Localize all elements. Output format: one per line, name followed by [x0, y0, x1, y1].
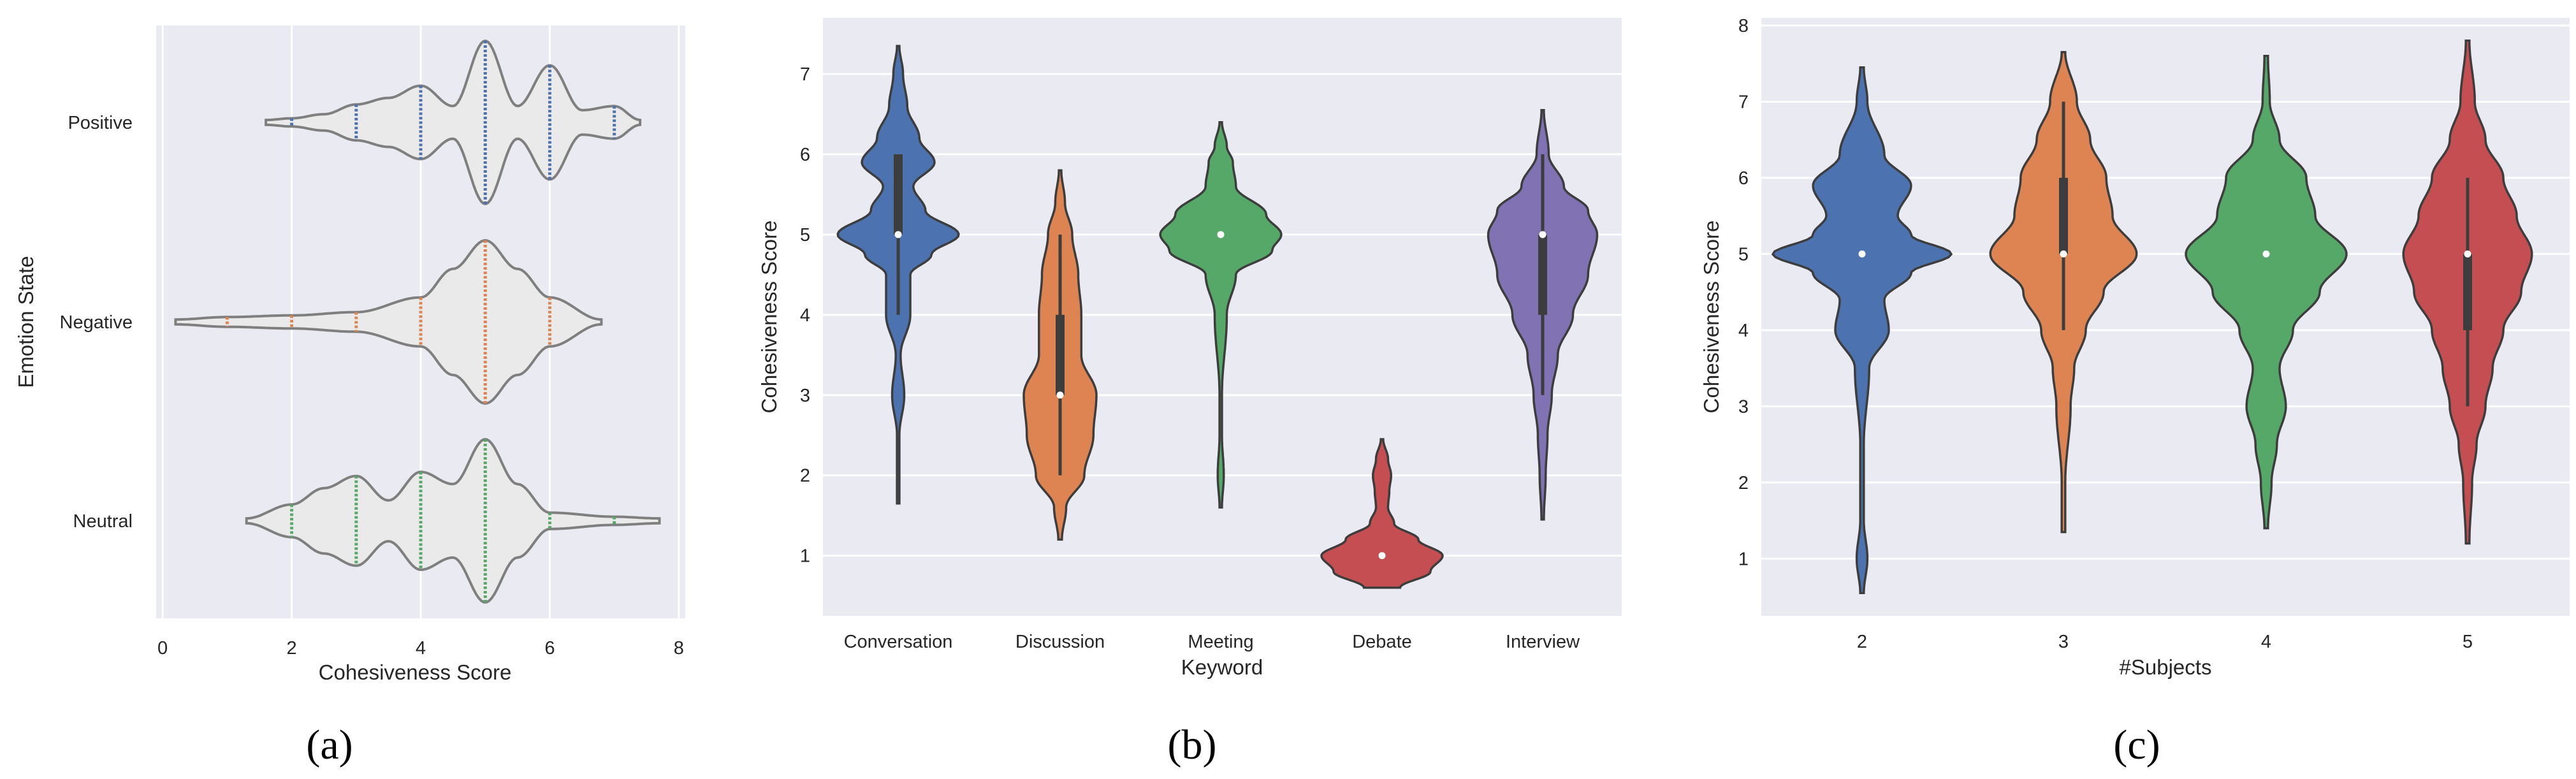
y-axis-label-c: Cohesiveness Score — [1699, 221, 1723, 414]
x-tick-label-a: 4 — [416, 638, 426, 659]
x-axis-label-c: #Subjects — [2120, 655, 2212, 679]
violins-c — [1771, 40, 2533, 594]
median-5 — [2464, 250, 2471, 258]
tick-labels-b: 1 2 3 4 5 6 7 Conversation Discussion Meeting Deba… — [800, 64, 1580, 652]
violins-a — [174, 40, 661, 604]
x-tick-label-b: Debate — [1352, 632, 1412, 652]
y-axis-label-a: Emotion State — [14, 256, 38, 388]
x-tick-label-c: 3 — [2058, 632, 2069, 652]
median-discussion — [1056, 391, 1064, 399]
tick-labels-a: 0 2 4 6 8 Positive Negative Neutral — [60, 113, 684, 659]
x-tick-label-c: 5 — [2463, 632, 2473, 652]
y-tick-label-c: 2 — [1738, 473, 1749, 493]
violin-debate — [1320, 438, 1444, 589]
x-tick-label-b: Conversation — [844, 632, 953, 652]
iqr-box-interview — [1538, 234, 1547, 315]
x-tick-label-b: Meeting — [1188, 632, 1253, 652]
y-tick-label-b: 4 — [800, 305, 810, 326]
y-tick-label-a: Positive — [68, 113, 133, 133]
violin-neutral — [245, 438, 661, 604]
median-meeting — [1217, 231, 1225, 238]
median-conversation — [894, 231, 902, 238]
chart-panel-a: 0 2 4 6 8 Positive Negative Neutral Cohesivenes… — [14, 25, 685, 684]
x-tick-label-c: 4 — [2261, 632, 2271, 652]
x-tick-label-b: Interview — [1506, 632, 1580, 652]
panel-letter-b: (b) — [1168, 722, 1217, 768]
iqr-box-3 — [2059, 177, 2068, 254]
iqr-box-discussion — [1056, 314, 1065, 395]
y-tick-label-a: Negative — [60, 312, 133, 333]
chart-panel-c: 1 2 3 4 5 6 7 8 2 3 4 5 #Subjects Cohesiveness Scor… — [1699, 16, 2570, 679]
x-tick-label-b: Discussion — [1015, 632, 1105, 652]
median-3 — [2060, 250, 2067, 258]
panel-letter-a: (a) — [306, 722, 353, 768]
x-tick-label-a: 8 — [674, 638, 684, 659]
panel-letter-c: (c) — [2113, 722, 2160, 768]
y-tick-label-b: 1 — [800, 546, 810, 567]
y-tick-label-a: Neutral — [73, 511, 133, 532]
iqr-box-conversation — [894, 154, 903, 235]
violin-positive — [265, 40, 642, 205]
tick-labels-c: 1 2 3 4 5 6 7 8 2 3 4 5 — [1738, 16, 2473, 652]
y-axis-label-b: Cohesiveness Score — [757, 221, 781, 414]
median-4 — [2262, 250, 2270, 258]
y-tick-label-b: 7 — [800, 64, 810, 85]
y-tick-label-c: 7 — [1738, 92, 1749, 112]
y-tick-label-c: 8 — [1738, 16, 1749, 36]
violin-4 — [2185, 54, 2348, 530]
y-tick-label-c: 1 — [1738, 549, 1749, 569]
y-tick-label-c: 3 — [1738, 397, 1749, 417]
iqr-box-5 — [2463, 254, 2472, 330]
y-tick-label-c: 6 — [1738, 168, 1749, 189]
y-tick-label-b: 2 — [800, 466, 810, 486]
chart-panel-b: 1 2 3 4 5 6 7 Conversation Discussion Meeting Deba… — [757, 18, 1622, 679]
median-2 — [1858, 250, 1866, 258]
median-interview — [1539, 231, 1546, 238]
violins-b — [836, 45, 1599, 589]
x-tick-label-c: 2 — [1857, 632, 1867, 652]
x-tick-label-a: 6 — [544, 638, 555, 659]
x-tick-label-a: 0 — [157, 638, 168, 659]
x-axis-label-a: Cohesiveness Score — [319, 660, 512, 684]
y-tick-label-c: 5 — [1738, 244, 1749, 265]
y-tick-label-b: 5 — [800, 225, 810, 245]
violin-meeting — [1159, 120, 1283, 509]
x-tick-label-a: 2 — [286, 638, 296, 659]
y-tick-label-b: 6 — [800, 145, 810, 165]
violin-negative — [174, 239, 603, 405]
median-debate — [1378, 552, 1386, 560]
y-tick-label-b: 3 — [800, 386, 810, 406]
y-tick-label-c: 4 — [1738, 321, 1749, 341]
x-axis-label-b: Keyword — [1181, 655, 1263, 679]
violin-2 — [1771, 66, 1953, 594]
